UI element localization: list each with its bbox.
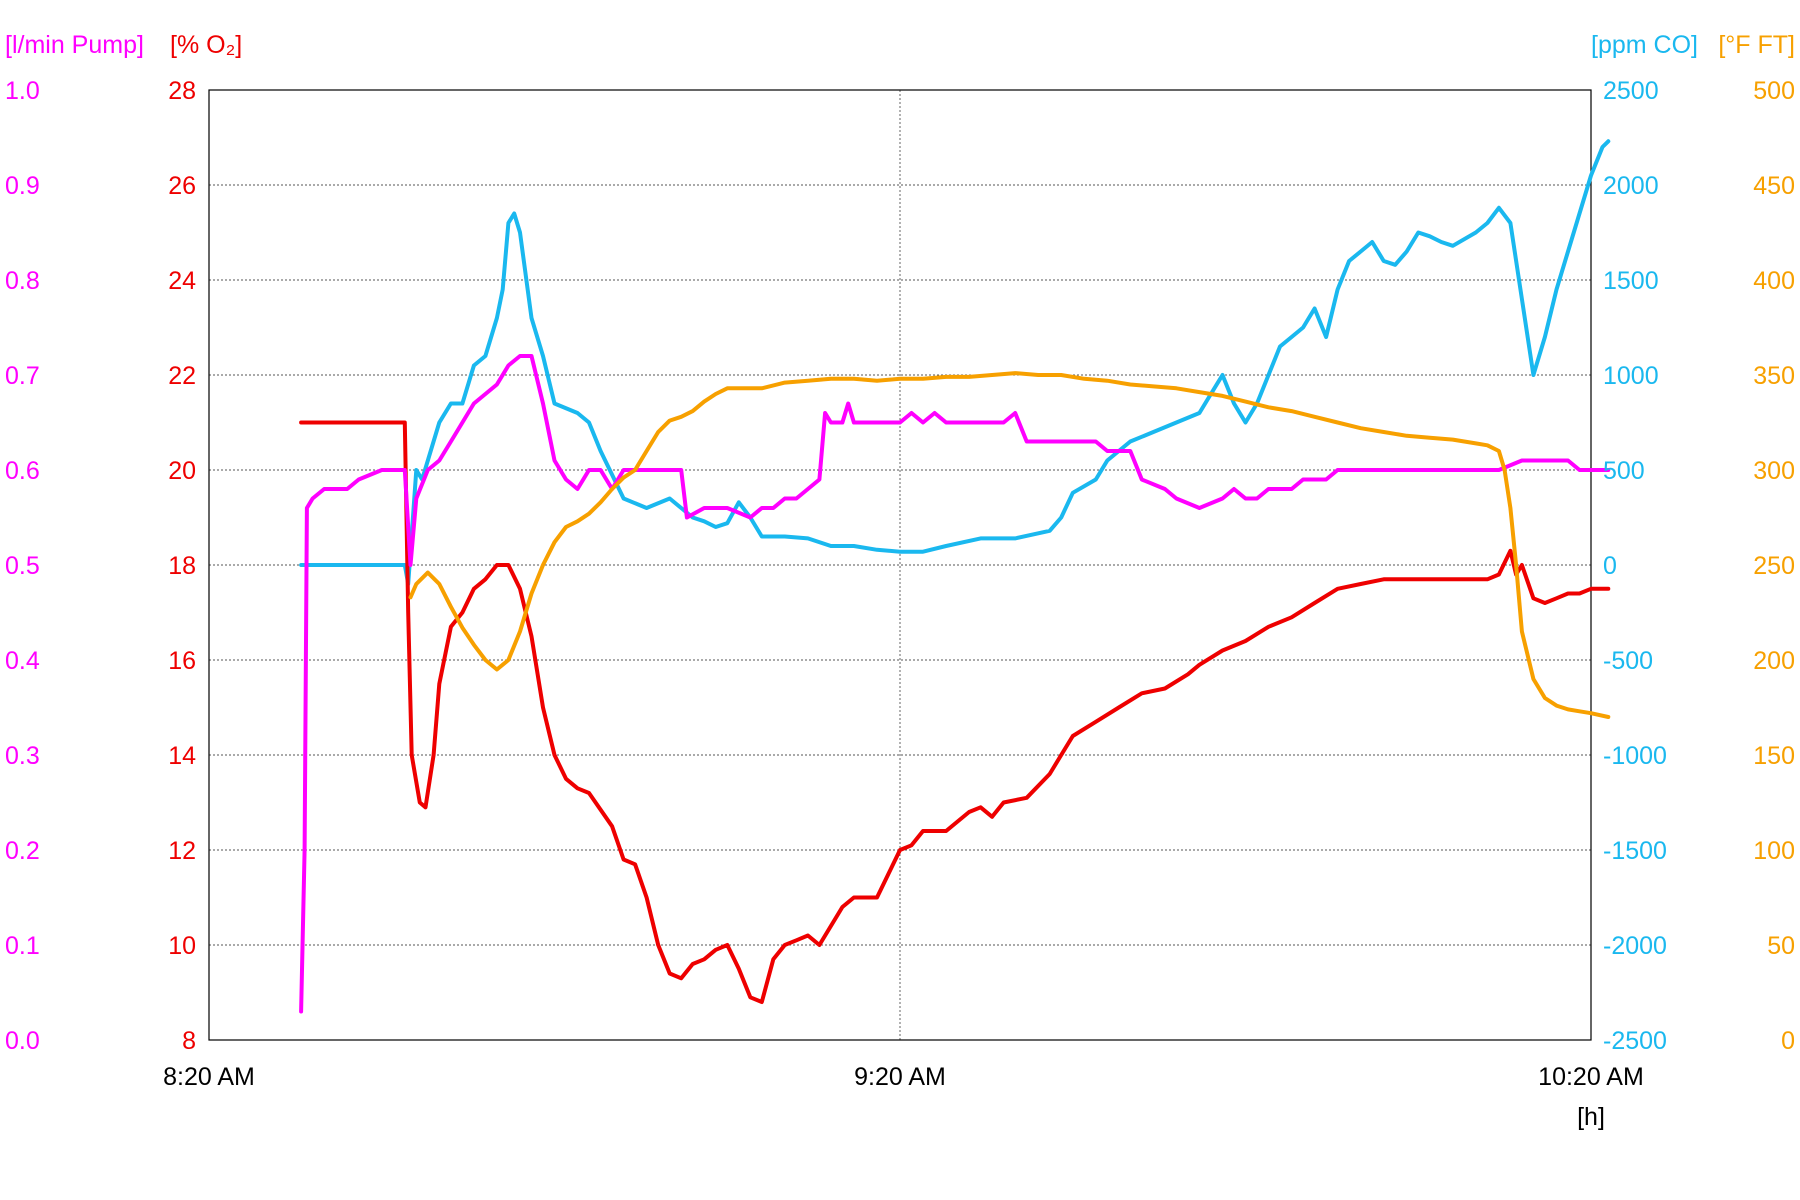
ft-tick-label: 450 bbox=[1753, 172, 1795, 200]
pump-tick-label: 0.5 bbox=[5, 552, 40, 580]
co-tick-label: -500 bbox=[1603, 647, 1653, 675]
x-axis-unit: [h] bbox=[1577, 1103, 1605, 1131]
co-tick-label: 1500 bbox=[1603, 267, 1659, 295]
series-line-co bbox=[299, 139, 1611, 586]
co-tick-label: -2500 bbox=[1603, 1027, 1667, 1055]
o2-tick-label: 14 bbox=[168, 742, 196, 770]
o2-tick-label: 28 bbox=[168, 77, 196, 105]
plot-background bbox=[209, 90, 1591, 1040]
ft-tick-label: 400 bbox=[1753, 267, 1795, 295]
pump-tick-label: 0.3 bbox=[5, 742, 40, 770]
ft-tick-label: 50 bbox=[1767, 932, 1795, 960]
series-line-ft bbox=[408, 371, 1611, 719]
o2-tick-label: 22 bbox=[168, 362, 196, 390]
o2-tick-label: 16 bbox=[168, 647, 196, 675]
co-axis-title: [ppm CO] bbox=[1591, 31, 1698, 59]
o2-tick-label: 8 bbox=[182, 1027, 196, 1055]
o2-tick-label: 24 bbox=[168, 267, 196, 295]
pump-axis-title: [l/min Pump] bbox=[5, 31, 144, 59]
o2-tick-label: 20 bbox=[168, 457, 196, 485]
pump-tick-label: 0.4 bbox=[5, 647, 40, 675]
o2-tick-label: 10 bbox=[168, 932, 196, 960]
co-tick-label: -1500 bbox=[1603, 837, 1667, 865]
pump-tick-label: 0.8 bbox=[5, 267, 40, 295]
ft-tick-label: 100 bbox=[1753, 837, 1795, 865]
series-line-pump bbox=[299, 354, 1611, 1014]
co-tick-label: 0 bbox=[1603, 552, 1617, 580]
pump-tick-label: 0.7 bbox=[5, 362, 40, 390]
pump-tick-label: 0.2 bbox=[5, 837, 40, 865]
ft-tick-label: 350 bbox=[1753, 362, 1795, 390]
co-tick-label: 1000 bbox=[1603, 362, 1659, 390]
x-tick-label: 9:20 AM bbox=[854, 1063, 946, 1091]
co-tick-label: -2000 bbox=[1603, 932, 1667, 960]
ft-tick-label: 150 bbox=[1753, 742, 1795, 770]
o2-tick-label: 26 bbox=[168, 172, 196, 200]
o2-tick-label: 12 bbox=[168, 837, 196, 865]
ft-tick-label: 300 bbox=[1753, 457, 1795, 485]
o2-tick-label: 18 bbox=[168, 552, 196, 580]
pump-tick-label: 0.9 bbox=[5, 172, 40, 200]
pump-tick-label: 1.0 bbox=[5, 77, 40, 105]
plot-frame bbox=[208, 89, 1592, 1041]
ft-tick-label: 500 bbox=[1753, 77, 1795, 105]
x-tick-label: 10:20 AM bbox=[1538, 1063, 1644, 1091]
co-tick-label: 2000 bbox=[1603, 172, 1659, 200]
pump-tick-label: 0.1 bbox=[5, 932, 40, 960]
co-tick-label: 2500 bbox=[1603, 77, 1659, 105]
pump-tick-label: 0.0 bbox=[5, 1027, 40, 1055]
o2-axis-title: [% O₂] bbox=[170, 31, 242, 59]
pump-tick-label: 0.6 bbox=[5, 457, 40, 485]
ft-axis-title: [°F FT] bbox=[1718, 31, 1795, 59]
ft-tick-label: 250 bbox=[1753, 552, 1795, 580]
ft-tick-label: 200 bbox=[1753, 647, 1795, 675]
co-tick-label: -1000 bbox=[1603, 742, 1667, 770]
ft-tick-label: 0 bbox=[1781, 1027, 1795, 1055]
x-tick-label: 8:20 AM bbox=[163, 1063, 255, 1091]
co-tick-label: 500 bbox=[1603, 457, 1645, 485]
